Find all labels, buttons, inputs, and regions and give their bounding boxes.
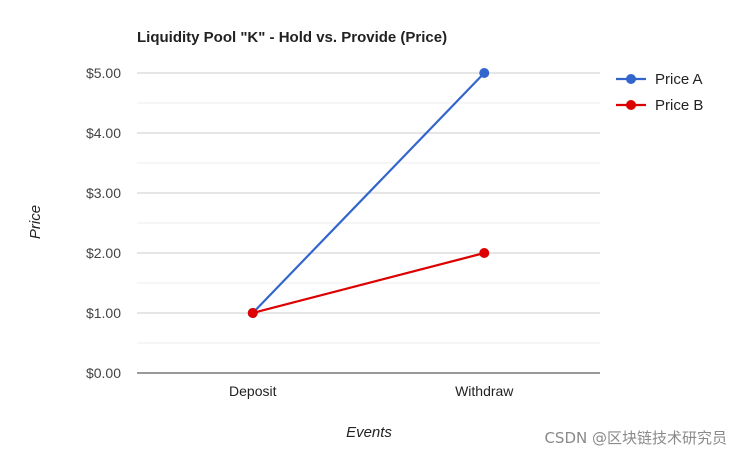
legend-swatch-marker: [626, 74, 636, 84]
legend-label: Price B: [655, 97, 703, 114]
watermark: CSDN @区块链技术研究员: [544, 429, 727, 447]
y-tick-label: $0.00: [86, 365, 121, 381]
y-tick-label: $2.00: [86, 245, 121, 261]
x-tick-label: Withdraw: [455, 383, 514, 399]
x-tick-label: Deposit: [229, 383, 277, 399]
legend-swatch-marker: [626, 100, 636, 110]
legend-item: Price A: [616, 71, 703, 88]
y-tick-label: $4.00: [86, 125, 121, 141]
legend-label: Price A: [655, 71, 703, 88]
series-line: [251, 72, 486, 314]
data-point: [479, 248, 490, 258]
data-point: [479, 68, 490, 78]
legend-item: Price B: [616, 97, 703, 114]
x-axis-title: Events: [346, 424, 392, 441]
y-axis-ticks: $0.00 $1.00 $2.00 $3.00 $4.00 $5.00: [86, 65, 121, 381]
x-axis-ticks: Deposit Withdraw: [229, 383, 514, 399]
series-2: [247, 248, 490, 318]
gridlines: [137, 72, 600, 344]
y-tick-label: $5.00: [86, 65, 121, 81]
y-axis-title: Price: [27, 205, 44, 239]
data-point: [247, 308, 258, 318]
y-tick-label: $1.00: [86, 305, 121, 321]
y-tick-label: $3.00: [86, 185, 121, 201]
series-group: [247, 68, 490, 318]
series-line: [252, 251, 485, 315]
legend: Price A Price B: [616, 71, 703, 114]
chart-title: Liquidity Pool "K" - Hold vs. Provide (P…: [137, 29, 447, 46]
